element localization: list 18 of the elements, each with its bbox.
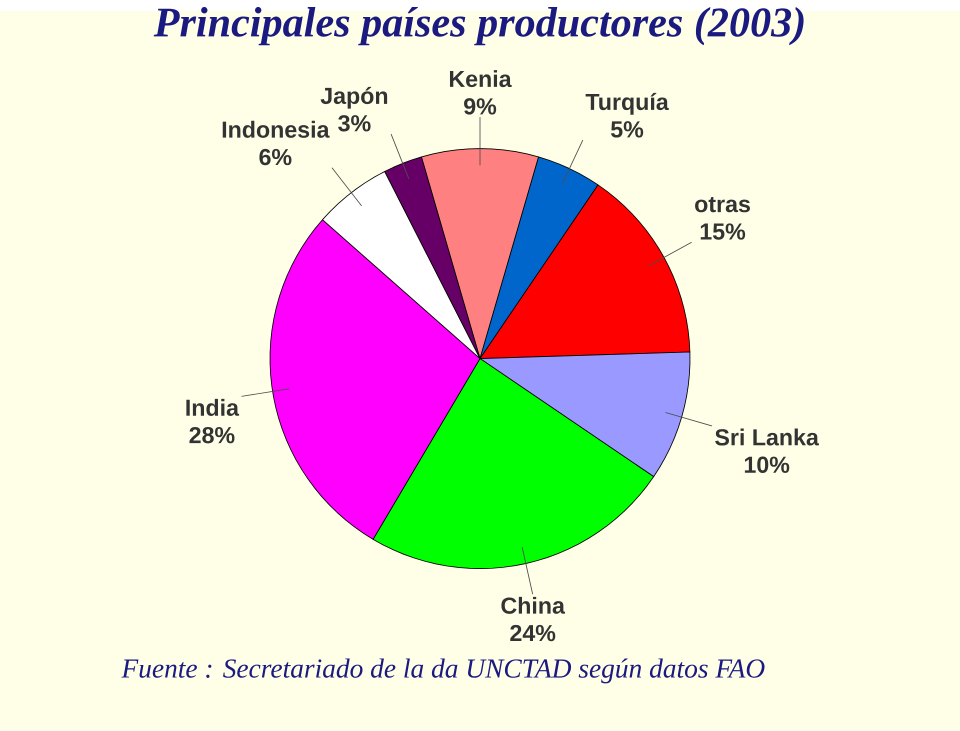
data-label: 15%: [700, 223, 746, 240]
slice-label: Kenia: [450, 70, 512, 88]
slice-label: otras: [695, 197, 750, 212]
data-label: 3%: [338, 115, 371, 132]
source-note: Fuente : Secretariado de la da UNCTAD según datos FAO: [121, 658, 765, 684]
data-label: 28%: [189, 426, 234, 444]
slice-label: Japón: [320, 86, 388, 109]
data-label: 24%: [510, 624, 556, 642]
slice-label: Indonesia: [222, 120, 330, 138]
data-label: 5%: [611, 121, 644, 138]
data-label: 10%: [744, 456, 790, 473]
data-label: 9%: [464, 98, 496, 115]
slice-label: China: [501, 596, 566, 614]
chart-title: Principales países productores (2003): [154, 7, 804, 46]
data-label: 6%: [259, 148, 292, 166]
slice-label: Sri Lanka: [715, 428, 819, 446]
slice-label: India: [186, 398, 240, 416]
slice-label: Turquía: [586, 92, 669, 115]
